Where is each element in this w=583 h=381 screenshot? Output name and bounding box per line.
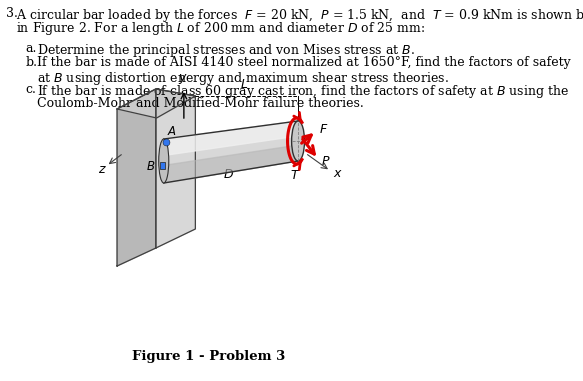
Text: in Figure 2. For a length $L$ of 200 mm and diameter $D$ of 25 mm:: in Figure 2. For a length $L$ of 200 mm …	[16, 19, 425, 37]
Ellipse shape	[159, 139, 169, 183]
Text: a.: a.	[26, 42, 37, 55]
Polygon shape	[164, 145, 298, 183]
Text: A circular bar loaded by the forces  $F$ = 20 kN,  $P$ = 1.5 kN,  and  $T$ = 0.9: A circular bar loaded by the forces $F$ …	[16, 7, 583, 24]
Text: $x$: $x$	[332, 166, 342, 179]
Polygon shape	[164, 121, 298, 155]
Text: at $B$ using distortion energy and maximum shear stress theories.: at $B$ using distortion energy and maxim…	[37, 69, 449, 86]
Text: Determine the principal stresses and von Mises stress at $B$.: Determine the principal stresses and von…	[37, 42, 415, 59]
Text: Figure 1 - Problem 3: Figure 1 - Problem 3	[132, 350, 286, 363]
Text: $D$: $D$	[223, 168, 234, 181]
Text: If the bar is made of AISI 4140 steel normalized at 1650°F, find the factors of : If the bar is made of AISI 4140 steel no…	[37, 56, 571, 69]
Text: If the bar is made of class 60 gray cast iron, find the factors of safety at $B$: If the bar is made of class 60 gray cast…	[37, 83, 570, 100]
Text: $T$: $T$	[290, 169, 300, 182]
Text: $y$: $y$	[177, 72, 187, 86]
Polygon shape	[164, 121, 298, 183]
Text: $P$: $P$	[321, 155, 331, 168]
Text: c.: c.	[26, 83, 37, 96]
Polygon shape	[156, 89, 195, 248]
Text: $L$: $L$	[240, 78, 248, 91]
Polygon shape	[117, 89, 156, 266]
Text: $A$: $A$	[167, 125, 177, 138]
Text: $B$: $B$	[146, 160, 155, 173]
Text: $z$: $z$	[99, 163, 107, 176]
Polygon shape	[117, 89, 195, 118]
FancyBboxPatch shape	[160, 162, 165, 169]
Text: Coulomb-Mohr and Modified-Mohr failure theories.: Coulomb-Mohr and Modified-Mohr failure t…	[37, 97, 364, 110]
Ellipse shape	[292, 121, 304, 161]
Text: 3.: 3.	[6, 7, 17, 20]
Text: $F$: $F$	[319, 123, 328, 136]
Text: b.: b.	[26, 56, 38, 69]
